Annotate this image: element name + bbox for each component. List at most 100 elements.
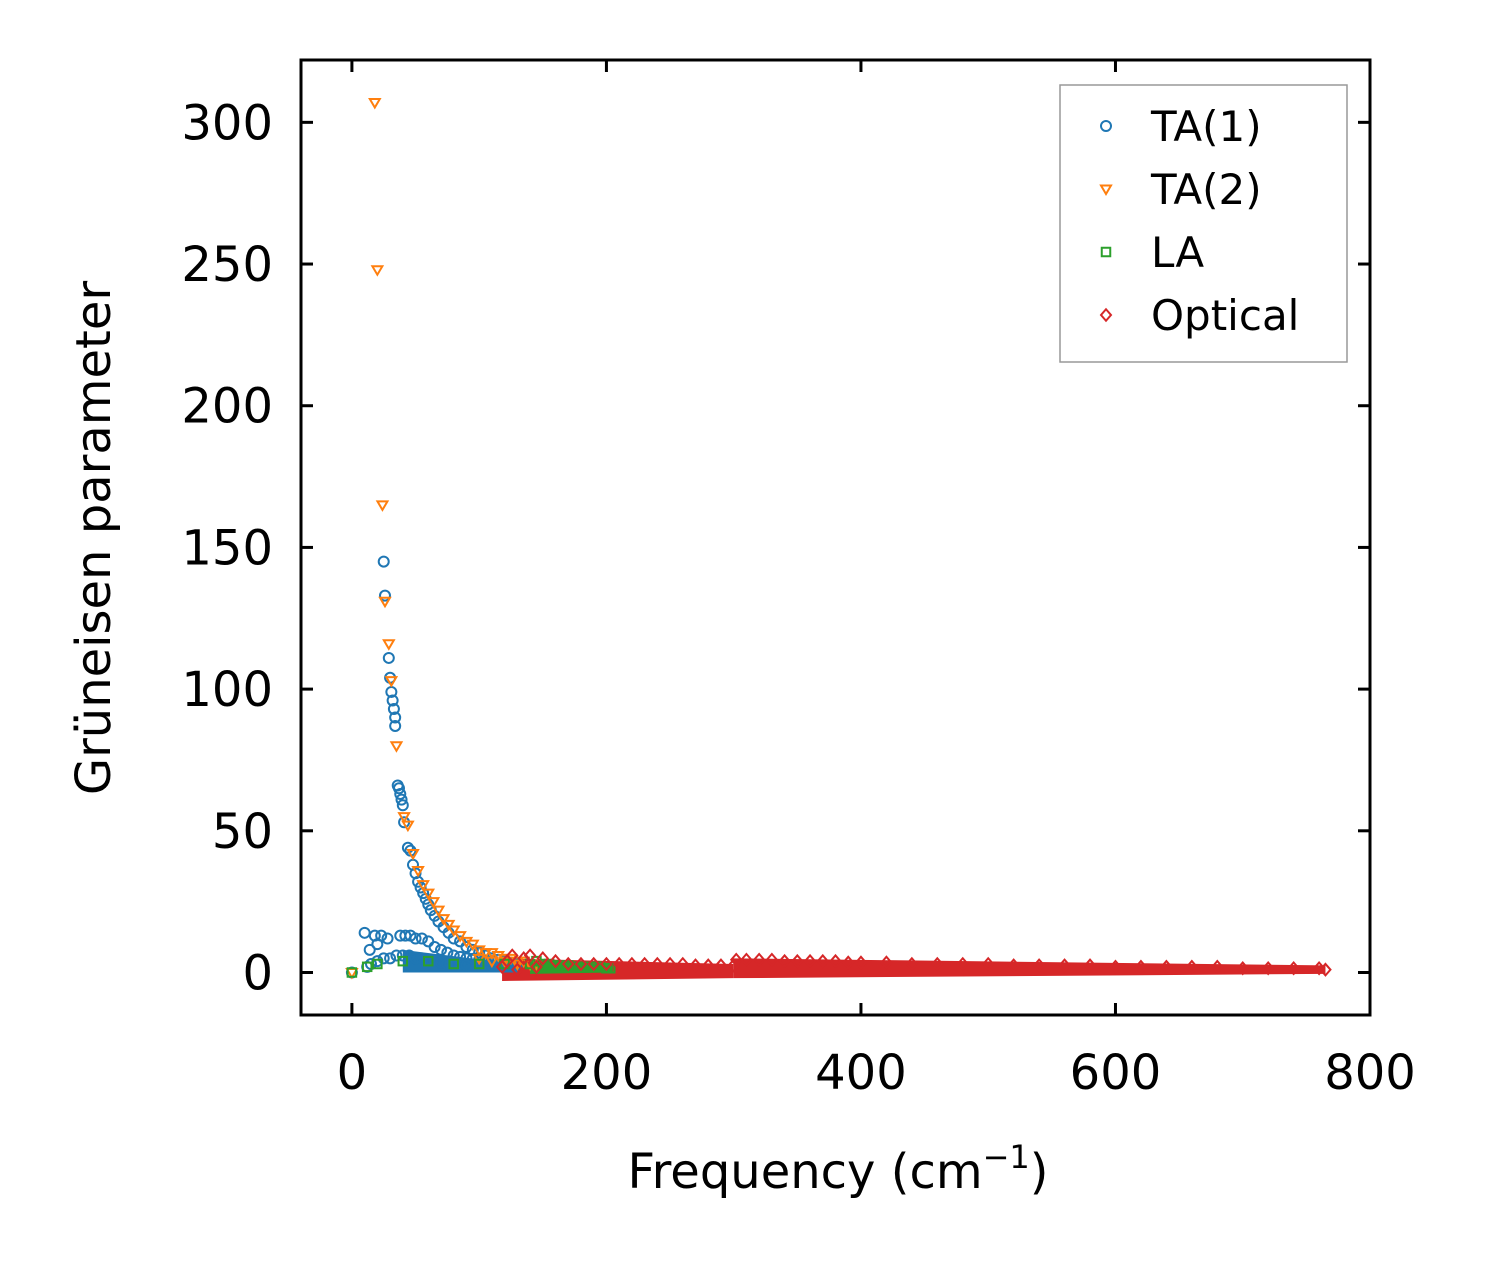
data-point-optical <box>841 955 855 970</box>
data-point-optical <box>1236 960 1250 976</box>
data-point-ta-2 <box>510 959 525 971</box>
data-point-ta-2 <box>384 676 399 688</box>
data-point-ta-1 <box>394 787 407 800</box>
data-point-optical <box>561 956 575 972</box>
data-point-optical <box>505 948 519 963</box>
data-point-ta-1 <box>403 949 416 962</box>
data-point-ta-1 <box>377 555 390 568</box>
data-point-optical <box>600 956 613 972</box>
data-point-optical <box>663 956 677 972</box>
data-point-optical <box>752 952 766 968</box>
data-point-la <box>448 958 459 970</box>
data-point-ta-2 <box>416 880 430 892</box>
legend-label-la: LA <box>1151 228 1204 277</box>
data-point-optical <box>1287 960 1300 976</box>
legend-marker-la <box>1100 246 1112 258</box>
y-tick-label: 200 <box>181 379 273 435</box>
data-point-optical <box>930 956 944 972</box>
data-point-ta-2 <box>426 897 441 909</box>
data-point-ta-1 <box>434 956 447 969</box>
data-point-ta-1 <box>387 702 400 715</box>
data-points <box>345 98 1332 980</box>
data-point-ta-1 <box>454 957 467 970</box>
data-point-optical <box>854 955 868 970</box>
data-point-optical <box>549 953 562 969</box>
data-point-ta-2 <box>401 820 415 833</box>
data-point-optical <box>714 958 728 973</box>
data-point-optical <box>1109 959 1122 975</box>
data-point-ta-2 <box>485 956 499 969</box>
data-point-optical <box>1007 958 1020 973</box>
x-tick-label: 0 <box>337 1045 368 1101</box>
data-point-ta-2 <box>436 914 451 926</box>
data-point-optical <box>587 956 601 972</box>
legend: TA(1) TA(2) LA Optical <box>1059 84 1348 363</box>
data-point-la <box>550 960 561 971</box>
data-point-ta-2 <box>453 931 467 943</box>
x-tick-label: 400 <box>815 1045 907 1101</box>
data-point-optical <box>790 953 804 969</box>
data-point-ta-1 <box>401 841 414 854</box>
data-point-ta-1 <box>386 694 399 707</box>
data-point-optical <box>625 956 639 972</box>
data-point-optical <box>765 952 779 968</box>
data-point-ta-1 <box>389 719 402 732</box>
data-point-ta-1 <box>485 959 498 972</box>
y-tick-label: 100 <box>181 662 273 718</box>
data-point-ta-2 <box>378 596 392 609</box>
data-point-ta-1 <box>428 955 441 968</box>
data-point-optical <box>689 958 702 973</box>
legend-marker-ta-1 <box>1100 120 1112 132</box>
data-point-ta-2 <box>478 948 493 960</box>
data-point-optical <box>880 955 893 970</box>
y-tick-label: 150 <box>181 520 273 576</box>
x-axis-label: Frequency (cm−1) <box>627 1138 1048 1200</box>
data-point-optical <box>1210 959 1224 975</box>
data-point-ta-2 <box>368 98 382 110</box>
x-axis-label-superscript: −1 <box>983 1138 1030 1176</box>
data-point-ta-1 <box>473 946 486 959</box>
data-point-optical <box>1083 958 1097 973</box>
data-point-ta-2 <box>406 848 420 861</box>
data-point-la <box>397 955 409 967</box>
data-point-ta-2 <box>375 500 390 512</box>
data-point-optical <box>1058 958 1071 973</box>
data-point-ta-1 <box>390 949 403 962</box>
data-point-ta-2 <box>411 865 425 878</box>
data-point-ta-1 <box>454 950 467 963</box>
legend-marker-optical <box>1099 307 1113 323</box>
data-point-ta-1 <box>441 957 454 970</box>
plot-frame <box>299 58 1372 1017</box>
data-point-ta-1 <box>415 932 428 945</box>
data-point-ta-2 <box>431 905 446 918</box>
data-point-optical <box>1185 959 1199 975</box>
data-point-ta-1 <box>460 959 473 972</box>
y-tick-label: 300 <box>181 95 273 151</box>
legend-marker-ta-2 <box>1099 184 1113 196</box>
data-point-optical <box>1160 959 1173 975</box>
x-tick-label: 600 <box>1070 1045 1162 1101</box>
data-point-la <box>473 958 485 970</box>
data-point-optical <box>905 956 919 972</box>
legend-label-ta-2: TA(2) <box>1150 165 1262 214</box>
data-point-optical <box>1134 959 1148 975</box>
data-point-ta-2 <box>397 812 411 824</box>
data-point-ta-1 <box>378 589 391 602</box>
data-point-optical <box>1032 958 1046 973</box>
data-point-ta-1 <box>396 949 409 962</box>
data-point-optical <box>676 956 690 972</box>
data-point-optical <box>729 952 743 968</box>
data-point-ta-2 <box>466 939 480 952</box>
data-point-optical <box>612 956 626 972</box>
data-point-ta-2 <box>370 265 385 277</box>
legend-label-optical: Optical <box>1151 291 1299 340</box>
data-point-ta-1 <box>395 793 408 806</box>
data-point-optical <box>638 956 651 972</box>
y-tick-label: 50 <box>212 804 273 860</box>
y-axis-label: Grüneisen parameter <box>66 281 122 796</box>
data-point-la <box>423 955 434 967</box>
data-point-ta-2 <box>382 639 396 651</box>
data-point-la <box>372 958 383 970</box>
y-axis-ticks: 0 50 100 150 200 250 300 <box>181 95 1370 1001</box>
